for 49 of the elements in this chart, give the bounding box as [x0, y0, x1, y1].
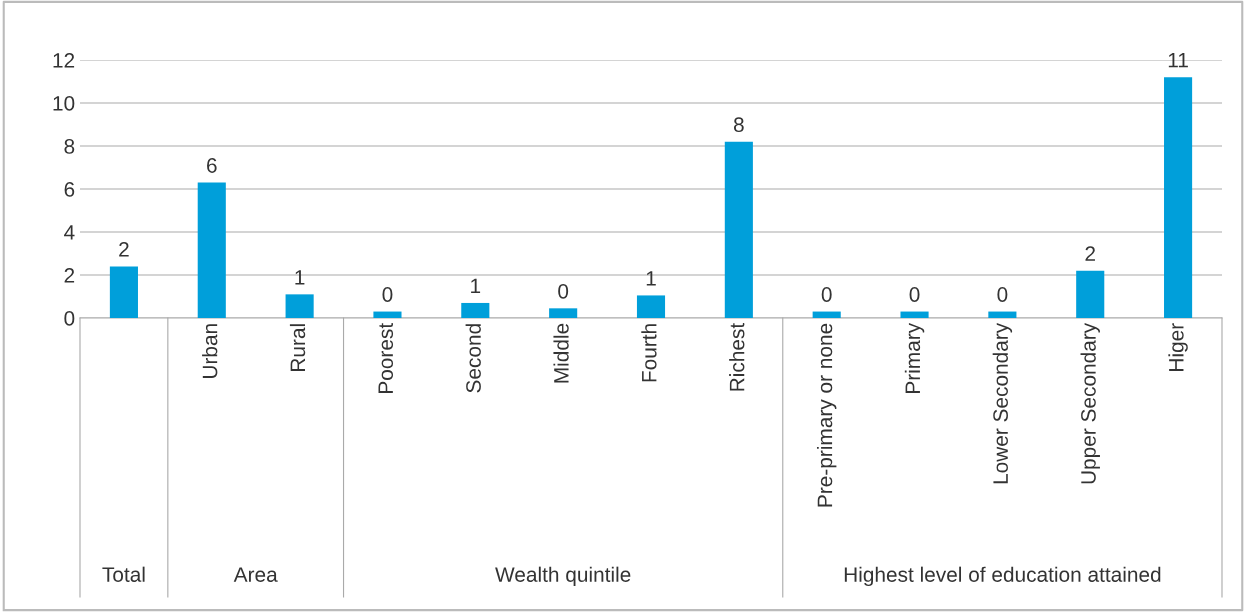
data-label: 1: [646, 271, 656, 286]
data-label: 1: [471, 278, 481, 294]
bar: [812, 311, 841, 318]
bar: [1076, 270, 1105, 318]
data-label: 0: [909, 287, 920, 302]
data-label: 6: [207, 158, 217, 173]
x-tick-label: Urban: [202, 324, 218, 378]
x-tick-label: Higer: [1168, 323, 1188, 371]
bar: [636, 295, 666, 318]
data-label: 2: [1085, 246, 1095, 261]
bar: [900, 311, 929, 318]
data-label: 0: [997, 287, 1008, 302]
x-tick-label: Upper Secondary: [1080, 322, 1100, 484]
x-tick-label: Primary: [904, 322, 925, 393]
bar: [373, 311, 402, 318]
data-label: 2: [119, 241, 129, 257]
bar: [461, 302, 490, 318]
y-tick-label: 0: [64, 311, 75, 326]
bar: [549, 308, 578, 318]
bar: [197, 182, 226, 318]
x-tick-label: Rural: [289, 324, 306, 371]
data-label: 1: [295, 270, 305, 285]
x-tick-label: Pre-primary or none: [816, 323, 837, 507]
x-tick-label: Richest: [729, 323, 745, 391]
x-tick-label: Middle: [553, 323, 569, 383]
data-label: 0: [821, 287, 832, 302]
text: Wealth quintile: [495, 566, 631, 587]
x-tick-label: Second: [465, 324, 481, 393]
bar: [724, 141, 753, 318]
data-label: 8: [733, 117, 744, 133]
y-tick-label: 12: [53, 53, 75, 68]
y-tick-label: 8: [64, 139, 75, 154]
x-tick-label: Lower Secondary: [992, 322, 1013, 484]
y-tick-label: 4: [64, 225, 75, 240]
text: Highest level of education attained: [844, 566, 1161, 587]
data-label: 0: [558, 283, 569, 299]
text: Area: [233, 567, 278, 582]
bar: [109, 266, 138, 318]
bar: [285, 294, 314, 318]
data-label: 11: [1168, 52, 1188, 68]
y-tick-label: 6: [64, 182, 75, 197]
y-tick-label: 10: [53, 96, 75, 111]
bar: [988, 311, 1017, 318]
y-tick-label: 2: [64, 268, 75, 283]
text: Total: [102, 566, 145, 582]
x-tick-label: Poorest: [378, 323, 394, 393]
bar: [1164, 77, 1193, 318]
x-tick-label: Fourth: [641, 324, 657, 382]
data-label: 0: [382, 287, 393, 302]
